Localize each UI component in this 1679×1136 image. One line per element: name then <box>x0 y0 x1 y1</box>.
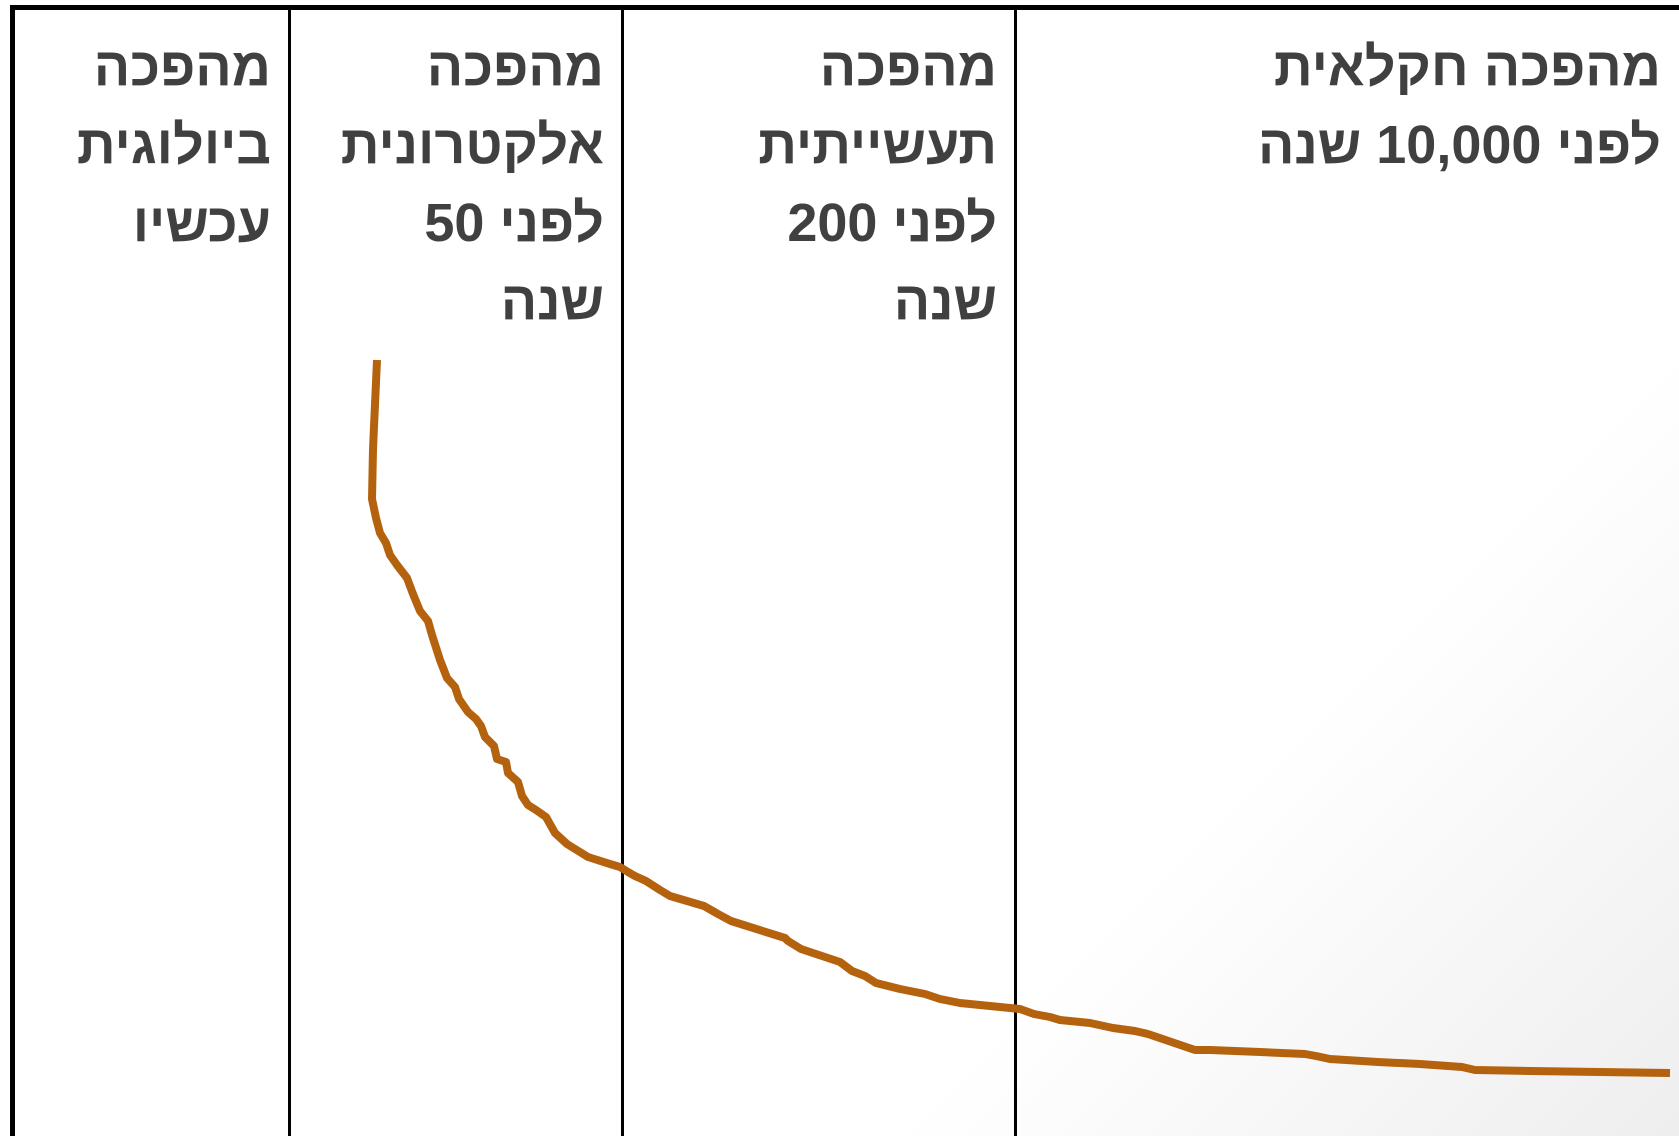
label-biological-line-3: עכשיו <box>132 193 271 253</box>
frame-top-border <box>10 5 1679 10</box>
label-industrial-line-4: שנה <box>893 271 997 331</box>
label-industrial-line-2: תעשייתית <box>758 115 997 175</box>
label-electronic-revolution: מהפכה אלקטרונית לפני 50 שנה <box>304 28 604 340</box>
column-divider-2 <box>621 8 624 1136</box>
label-biological-revolution: מהפכה ביולוגית עכשיו <box>11 28 271 262</box>
column-divider-3 <box>1014 8 1017 1136</box>
label-electronic-line-2: אלקטרונית <box>340 115 604 175</box>
column-divider-1 <box>288 8 291 1136</box>
label-agricultural-line-1: מהפכה חקלאית <box>1273 37 1661 97</box>
label-electronic-line-4: שנה <box>500 271 604 331</box>
frame-left-border <box>10 5 15 1136</box>
label-biological-line-1: מהפכה <box>93 37 271 97</box>
label-industrial-line-1: מהפכה <box>819 37 997 97</box>
label-agricultural-revolution: מהפכה חקלאית לפני 10,000 שנה <box>1041 28 1661 184</box>
label-industrial-line-3: לפני 200 <box>787 193 997 253</box>
label-industrial-revolution: מהפכה תעשייתית לפני 200 שנה <box>637 28 997 340</box>
label-electronic-line-3: לפני 50 <box>424 193 604 253</box>
label-agricultural-line-2: לפני 10,000 שנה <box>1257 115 1661 175</box>
label-biological-line-2: ביולוגית <box>76 115 271 175</box>
label-electronic-line-1: מהפכה <box>426 37 604 97</box>
acceleration-curve <box>368 359 1671 1077</box>
